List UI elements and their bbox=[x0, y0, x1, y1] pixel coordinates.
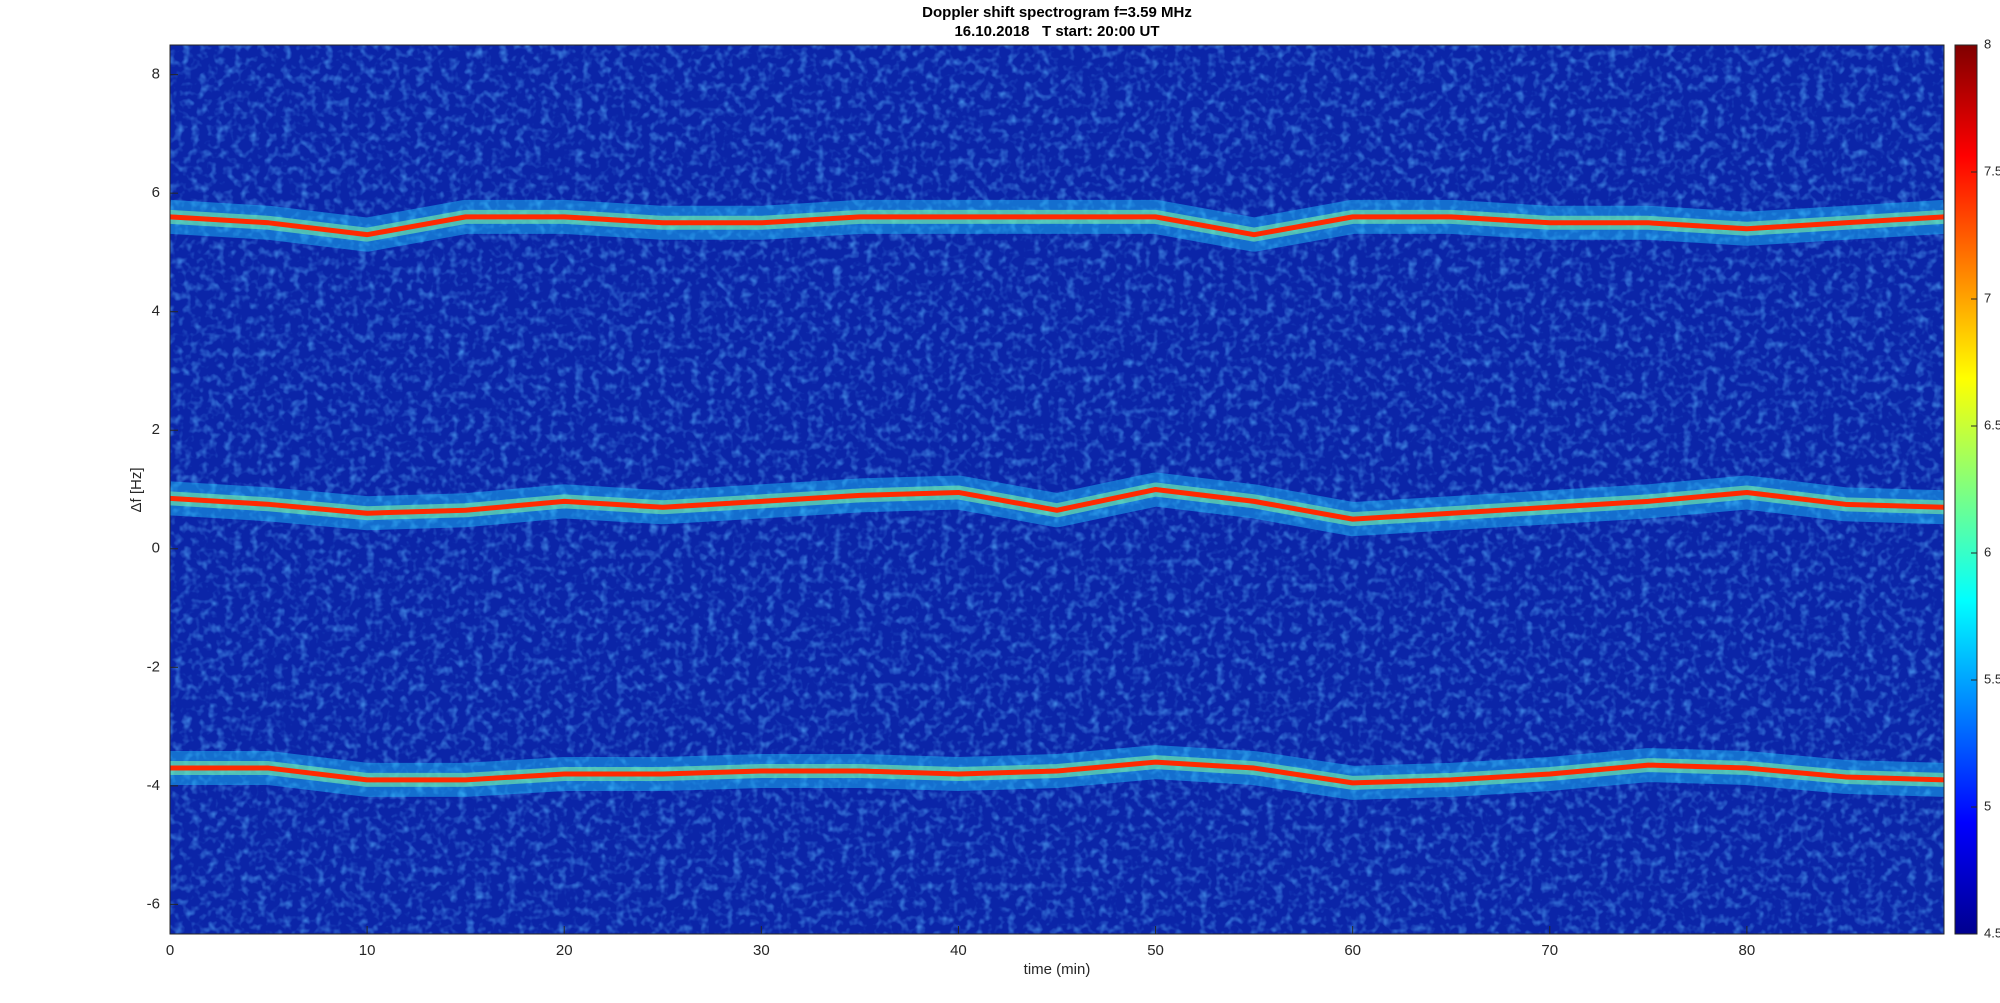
y-tick-label: -2 bbox=[147, 658, 160, 675]
chart-title: Doppler shift spectrogram f=3.59 MHz bbox=[922, 4, 1192, 21]
colorbar-tick-label: 7 bbox=[1984, 290, 1991, 305]
band-core bbox=[170, 214, 1944, 238]
colorbar-tick-label: 7.5 bbox=[1984, 163, 2000, 178]
colorbar-tick-label: 8 bbox=[1984, 36, 1991, 51]
y-tick-label: 4 bbox=[152, 303, 160, 320]
y-tick-label: 8 bbox=[152, 66, 160, 83]
y-tick-label: -6 bbox=[147, 895, 160, 912]
colorbar-tick-label: 5 bbox=[1984, 798, 1991, 813]
y-tick-label: 2 bbox=[152, 421, 160, 438]
x-tick-label: 60 bbox=[1344, 942, 1361, 959]
band-core bbox=[170, 487, 1944, 522]
colorbar-tick-label: 6.5 bbox=[1984, 417, 2000, 432]
y-tick-label: 6 bbox=[152, 184, 160, 201]
colorbar-tick-label: 5.5 bbox=[1984, 671, 2000, 686]
colorbar-tick-label: 6 bbox=[1984, 544, 1991, 559]
y-tick-label: -4 bbox=[147, 777, 160, 794]
chart-subtitle: 16.10.2018 T start: 20:00 UT bbox=[954, 23, 1159, 40]
colorbar-tick-label: 4.5 bbox=[1984, 925, 2000, 940]
x-tick-label: 10 bbox=[359, 942, 376, 959]
band-core bbox=[170, 759, 1944, 786]
y-axis-label: Δf [Hz] bbox=[128, 467, 145, 512]
y-tick-label: 0 bbox=[152, 540, 160, 557]
x-tick-label: 0 bbox=[166, 942, 174, 959]
x-axis-label: time (min) bbox=[1024, 961, 1091, 978]
x-tick-label: 80 bbox=[1739, 942, 1756, 959]
x-tick-label: 30 bbox=[753, 942, 770, 959]
colorbar bbox=[1954, 44, 1978, 935]
x-tick-label: 50 bbox=[1147, 942, 1164, 959]
x-tick-label: 40 bbox=[950, 942, 967, 959]
plot-frame bbox=[169, 44, 1945, 935]
x-tick-label: 70 bbox=[1541, 942, 1558, 959]
plot-area bbox=[170, 199, 1944, 800]
x-tick-label: 20 bbox=[556, 942, 573, 959]
